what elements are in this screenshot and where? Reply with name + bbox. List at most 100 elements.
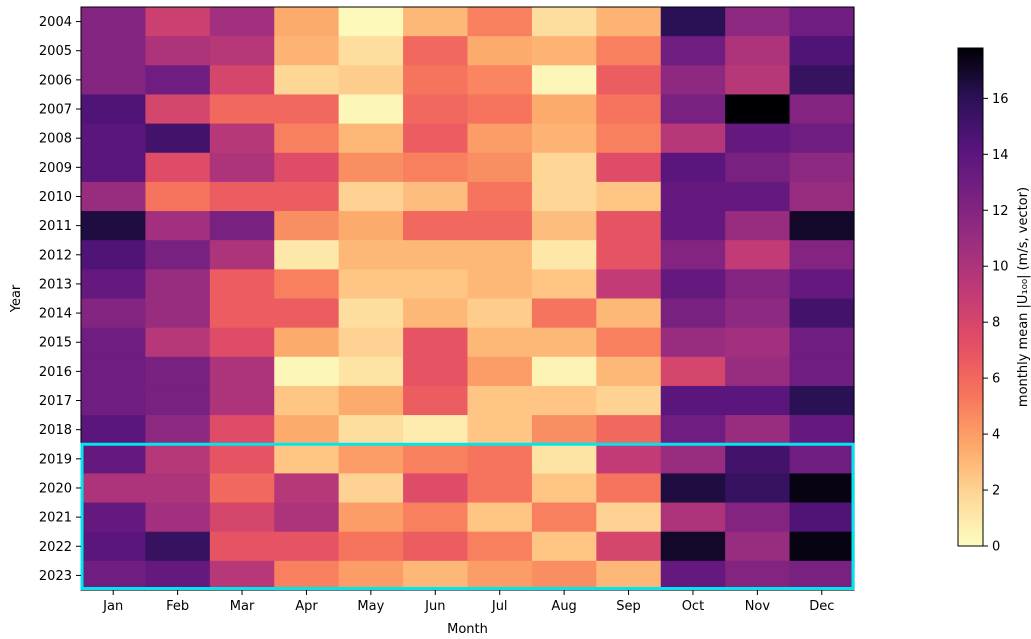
x-tick-label: Sep (616, 599, 641, 614)
heatmap-cell (338, 298, 404, 329)
heatmap-cell (403, 531, 469, 562)
heatmap-cell (467, 385, 533, 416)
heatmap-cell (145, 181, 211, 212)
heatmap-cell (596, 385, 662, 416)
heatmap-cell (145, 356, 211, 387)
y-tick-label: 2004 (39, 15, 72, 30)
heatmap-cell (531, 473, 597, 504)
y-tick-label: 2016 (39, 365, 72, 380)
heatmap-cell (274, 94, 340, 125)
colorbar-tick-label: 14 (992, 148, 1009, 163)
heatmap-cell (403, 444, 469, 474)
heatmap-cell (209, 415, 275, 445)
heatmap-cell (596, 415, 662, 445)
colorbar-tick-label: 12 (992, 204, 1009, 219)
heatmap-cell (596, 94, 662, 125)
heatmap-cell (145, 152, 211, 183)
heatmap-cell (274, 269, 340, 300)
heatmap-cell (531, 240, 597, 270)
heatmap-cell (81, 473, 147, 504)
heatmap-cell (209, 152, 275, 183)
heatmap-cell (145, 327, 211, 358)
heatmap-cell (209, 36, 275, 66)
heatmap-cell (596, 560, 662, 591)
heatmap-cell (81, 94, 147, 125)
heatmap-cell (145, 94, 211, 125)
heatmap-cell (274, 240, 340, 270)
colorbar-tick-label: 0 (992, 540, 1000, 555)
heatmap-cell (209, 269, 275, 300)
heatmap-cell (209, 356, 275, 387)
heatmap-cell (145, 65, 211, 96)
heatmap-cell (209, 123, 275, 154)
heatmap-cell (725, 502, 791, 533)
heatmap-cell (467, 152, 533, 183)
heatmap-cell (338, 94, 404, 125)
heatmap-cell (531, 415, 597, 445)
heatmap-cell (274, 502, 340, 533)
y-tick-label: 2006 (39, 73, 72, 88)
heatmap-cell (725, 560, 791, 591)
heatmap-cell (725, 36, 791, 66)
heatmap-cell (274, 211, 340, 241)
heatmap-cell (596, 269, 662, 300)
colorbar-tick-label: 4 (992, 428, 1000, 443)
heatmap-cells (81, 7, 855, 591)
heatmap-cell (81, 240, 147, 270)
y-tick-label: 2018 (39, 423, 72, 438)
heatmap-cell (789, 327, 855, 358)
y-tick-label: 2007 (39, 103, 72, 118)
heatmap-cell (467, 211, 533, 241)
x-tick-label: Apr (295, 599, 318, 614)
heatmap-cell (467, 356, 533, 387)
heatmap-cell (531, 502, 597, 533)
heatmap-cell (209, 94, 275, 125)
colorbar-tick-label: 8 (992, 316, 1000, 331)
heatmap-cell (467, 560, 533, 591)
heatmap-cell (338, 415, 404, 445)
heatmap-cell (789, 7, 855, 37)
heatmap-cell (338, 36, 404, 66)
heatmap-cell (725, 7, 791, 37)
heatmap-cell (596, 7, 662, 37)
heatmap-cell (81, 327, 147, 358)
heatmap-cell (789, 181, 855, 212)
y-tick-label: 2009 (39, 161, 72, 176)
heatmap-cell (789, 152, 855, 183)
heatmap-cell (789, 240, 855, 270)
heatmap-cell (274, 36, 340, 66)
y-tick-label: 2011 (39, 219, 72, 234)
heatmap-cell (725, 444, 791, 474)
heatmap-cell (145, 502, 211, 533)
heatmap-cell (403, 181, 469, 212)
x-tick-label: Nov (745, 599, 771, 614)
heatmap-cell (725, 123, 791, 154)
heatmap-cell (209, 181, 275, 212)
heatmap-cell (338, 65, 404, 96)
heatmap-cell (467, 473, 533, 504)
heatmap-cell (81, 211, 147, 241)
y-axis-ticks: 2004 2005 2006 2007 2008 2009 2010 2011 2012 2013… (39, 15, 81, 584)
heatmap-cell (531, 123, 597, 154)
heatmap-cell (660, 560, 726, 591)
x-tick-label: Feb (166, 599, 189, 614)
heatmap-cell (789, 385, 855, 416)
heatmap-cell (596, 356, 662, 387)
heatmap-cell (660, 211, 726, 241)
heatmap-cell (467, 444, 533, 474)
heatmap-cell (725, 298, 791, 329)
heatmap-cell (145, 415, 211, 445)
heatmap-cell (660, 415, 726, 445)
heatmap-cell (274, 473, 340, 504)
heatmap-cell (660, 7, 726, 37)
heatmap-cell (725, 94, 791, 125)
heatmap-cell (660, 473, 726, 504)
heatmap-cell (789, 415, 855, 445)
heatmap-cell (338, 473, 404, 504)
y-tick-label: 2013 (39, 277, 72, 292)
heatmap-cell (81, 385, 147, 416)
colorbar-tick-label: 6 (992, 372, 1000, 387)
heatmap-cell (81, 269, 147, 300)
heatmap-cell (660, 181, 726, 212)
